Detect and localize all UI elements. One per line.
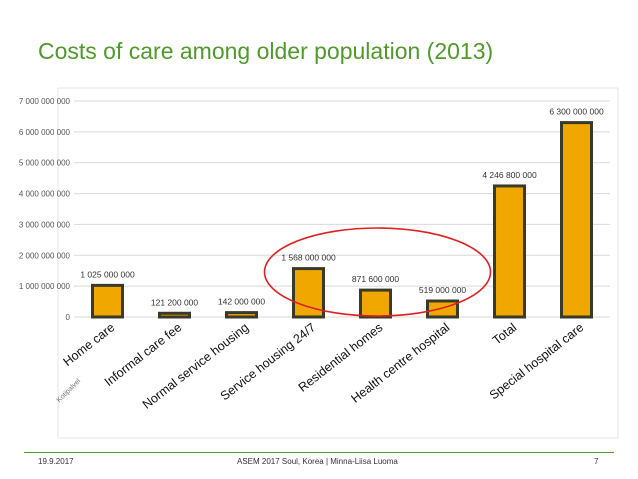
data-label: 1 025 000 000 — [80, 269, 135, 279]
bar — [493, 184, 526, 319]
footer-date: 19.9.2017 — [38, 457, 74, 466]
y-tick-label: 0 — [66, 313, 71, 322]
bar — [158, 311, 191, 319]
highlight-ellipse — [263, 227, 492, 317]
page-number: 7 — [594, 457, 599, 466]
y-tick-label: 3 000 000 000 — [19, 220, 71, 229]
plot-frame — [57, 87, 619, 439]
category-label: Normal service housing — [140, 320, 252, 411]
footer-presentation-info: ASEM 2017 Soul, Korea | Minna-Liisa Luom… — [237, 457, 398, 466]
category-label: Home care — [61, 320, 118, 369]
footer-divider — [24, 452, 614, 453]
y-tick-label: 4 000 000 000 — [19, 190, 71, 199]
y-tick-label: 6 000 000 000 — [19, 128, 71, 137]
data-label: 142 000 000 — [218, 297, 266, 307]
data-label: 121 200 000 — [151, 297, 199, 307]
y-tick-label: 7 000 000 000 — [19, 97, 71, 106]
data-label: 4 246 800 000 — [482, 170, 537, 180]
category-label: Total — [490, 320, 519, 347]
bar-chart: 0 1 000 000 000 2 000 000 000 3 000 000 000… — [19, 87, 619, 439]
y-tick-label: 2 000 000 000 — [19, 251, 71, 260]
y-tick-label: 5 000 000 000 — [19, 159, 71, 168]
side-note: Kotipalvel — [56, 377, 83, 404]
bar — [359, 288, 392, 319]
y-tick-label: 1 000 000 000 — [19, 282, 71, 291]
bar — [426, 299, 459, 319]
bar — [91, 283, 124, 319]
data-label: 871 600 000 — [352, 274, 400, 284]
data-label: 519 000 000 — [419, 285, 467, 295]
bar — [225, 311, 258, 319]
data-label: 6 300 000 000 — [549, 107, 604, 117]
slide-title: Costs of care among older population (20… — [38, 38, 494, 64]
bar — [560, 121, 593, 319]
data-label: 1 568 000 000 — [281, 253, 336, 263]
